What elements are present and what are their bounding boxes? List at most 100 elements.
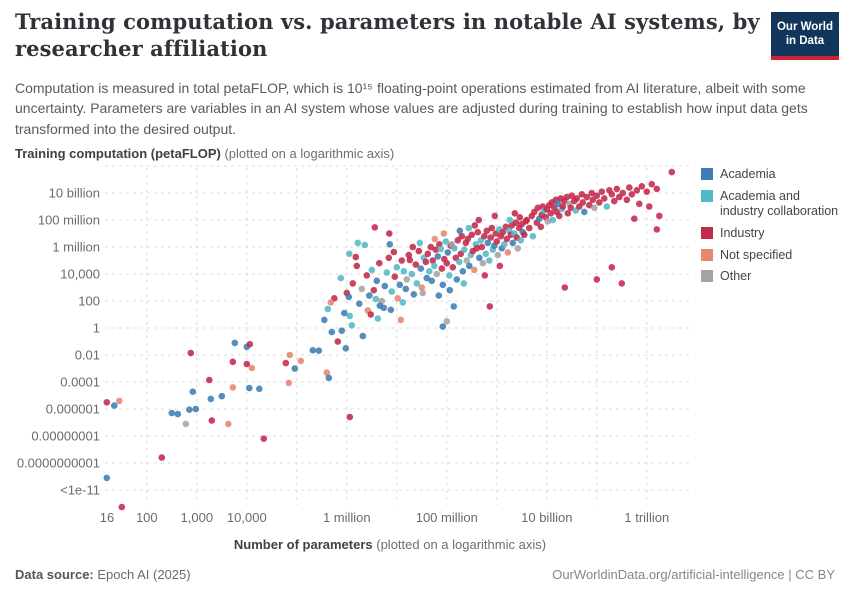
data-point[interactable]	[564, 210, 572, 217]
data-point[interactable]	[338, 327, 346, 335]
data-point[interactable]	[327, 299, 335, 306]
data-point[interactable]	[481, 272, 489, 279]
data-point[interactable]	[547, 210, 555, 217]
data-point[interactable]	[361, 241, 369, 249]
data-point[interactable]	[619, 189, 627, 197]
data-point[interactable]	[187, 349, 195, 357]
data-point[interactable]	[534, 204, 542, 212]
data-point[interactable]	[567, 204, 575, 212]
owid-logo[interactable]: Our World in Data	[771, 12, 839, 60]
data-point[interactable]	[416, 239, 424, 247]
legend-item[interactable]: Other	[701, 269, 846, 285]
data-point[interactable]	[643, 188, 651, 195]
data-point[interactable]	[246, 340, 254, 348]
data-point[interactable]	[363, 272, 371, 279]
data-point[interactable]	[337, 274, 345, 282]
data-point[interactable]	[431, 235, 439, 243]
data-point[interactable]	[345, 293, 353, 301]
data-point[interactable]	[218, 392, 226, 400]
data-point[interactable]	[434, 253, 442, 260]
data-point[interactable]	[501, 241, 508, 248]
data-point[interactable]	[496, 262, 504, 270]
data-point[interactable]	[521, 231, 528, 239]
data-point[interactable]	[435, 292, 443, 299]
data-point[interactable]	[443, 259, 451, 267]
data-point[interactable]	[417, 265, 425, 272]
data-point[interactable]	[593, 192, 601, 199]
data-point[interactable]	[439, 323, 447, 330]
data-point[interactable]	[598, 188, 606, 195]
data-point[interactable]	[353, 262, 361, 270]
data-point[interactable]	[424, 250, 432, 258]
data-point[interactable]	[394, 295, 402, 302]
data-point[interactable]	[463, 257, 471, 264]
data-point[interactable]	[613, 185, 621, 193]
data-point[interactable]	[422, 258, 430, 266]
data-point[interactable]	[451, 245, 458, 252]
data-point[interactable]	[563, 193, 571, 201]
data-point[interactable]	[668, 168, 676, 176]
data-point[interactable]	[396, 281, 404, 289]
data-point[interactable]	[412, 261, 420, 268]
data-point[interactable]	[475, 216, 483, 224]
data-point[interactable]	[186, 406, 193, 414]
data-point[interactable]	[623, 196, 631, 204]
data-point[interactable]	[341, 309, 348, 317]
data-point[interactable]	[636, 200, 643, 208]
data-point[interactable]	[286, 351, 294, 359]
data-point[interactable]	[248, 364, 256, 372]
data-point[interactable]	[324, 305, 332, 313]
data-point[interactable]	[608, 264, 616, 271]
data-point[interactable]	[182, 420, 190, 428]
data-point[interactable]	[376, 259, 383, 267]
data-point[interactable]	[291, 365, 299, 372]
data-point[interactable]	[349, 280, 357, 287]
data-point[interactable]	[549, 216, 557, 224]
data-point[interactable]	[561, 284, 569, 291]
data-point[interactable]	[358, 285, 366, 293]
data-point[interactable]	[158, 454, 166, 461]
data-point[interactable]	[373, 277, 381, 285]
data-point[interactable]	[608, 191, 616, 198]
data-point[interactable]	[446, 272, 453, 279]
data-point[interactable]	[431, 262, 438, 270]
data-point[interactable]	[388, 288, 396, 295]
data-point[interactable]	[465, 224, 473, 232]
data-point[interactable]	[439, 281, 447, 289]
data-point[interactable]	[405, 251, 413, 259]
data-point[interactable]	[352, 253, 360, 261]
data-point[interactable]	[372, 295, 380, 303]
data-point[interactable]	[207, 395, 215, 403]
data-point[interactable]	[309, 347, 317, 354]
data-point[interactable]	[638, 183, 646, 190]
data-point[interactable]	[325, 374, 333, 382]
data-point[interactable]	[581, 208, 588, 216]
data-point[interactable]	[626, 184, 633, 191]
data-point[interactable]	[646, 203, 653, 210]
data-point[interactable]	[593, 276, 601, 283]
data-point[interactable]	[397, 316, 405, 324]
data-point[interactable]	[118, 503, 126, 511]
data-point[interactable]	[415, 247, 423, 255]
data-point[interactable]	[440, 230, 448, 237]
data-point[interactable]	[474, 228, 482, 236]
data-point[interactable]	[192, 405, 200, 413]
data-point[interactable]	[400, 268, 408, 275]
data-point[interactable]	[408, 270, 416, 278]
data-point[interactable]	[315, 347, 323, 355]
data-point[interactable]	[367, 311, 375, 318]
data-point[interactable]	[512, 219, 520, 226]
data-point[interactable]	[460, 280, 468, 287]
data-point[interactable]	[229, 384, 237, 391]
data-point[interactable]	[479, 259, 487, 267]
data-point[interactable]	[385, 254, 393, 262]
data-point[interactable]	[387, 306, 395, 314]
data-point[interactable]	[443, 318, 451, 325]
data-point[interactable]	[506, 216, 514, 224]
data-point[interactable]	[168, 409, 176, 417]
data-point[interactable]	[297, 357, 305, 365]
data-point[interactable]	[437, 245, 445, 253]
data-point[interactable]	[554, 200, 562, 208]
data-point[interactable]	[516, 214, 524, 221]
legend-item[interactable]: Academia and industry collaboration	[701, 189, 846, 220]
